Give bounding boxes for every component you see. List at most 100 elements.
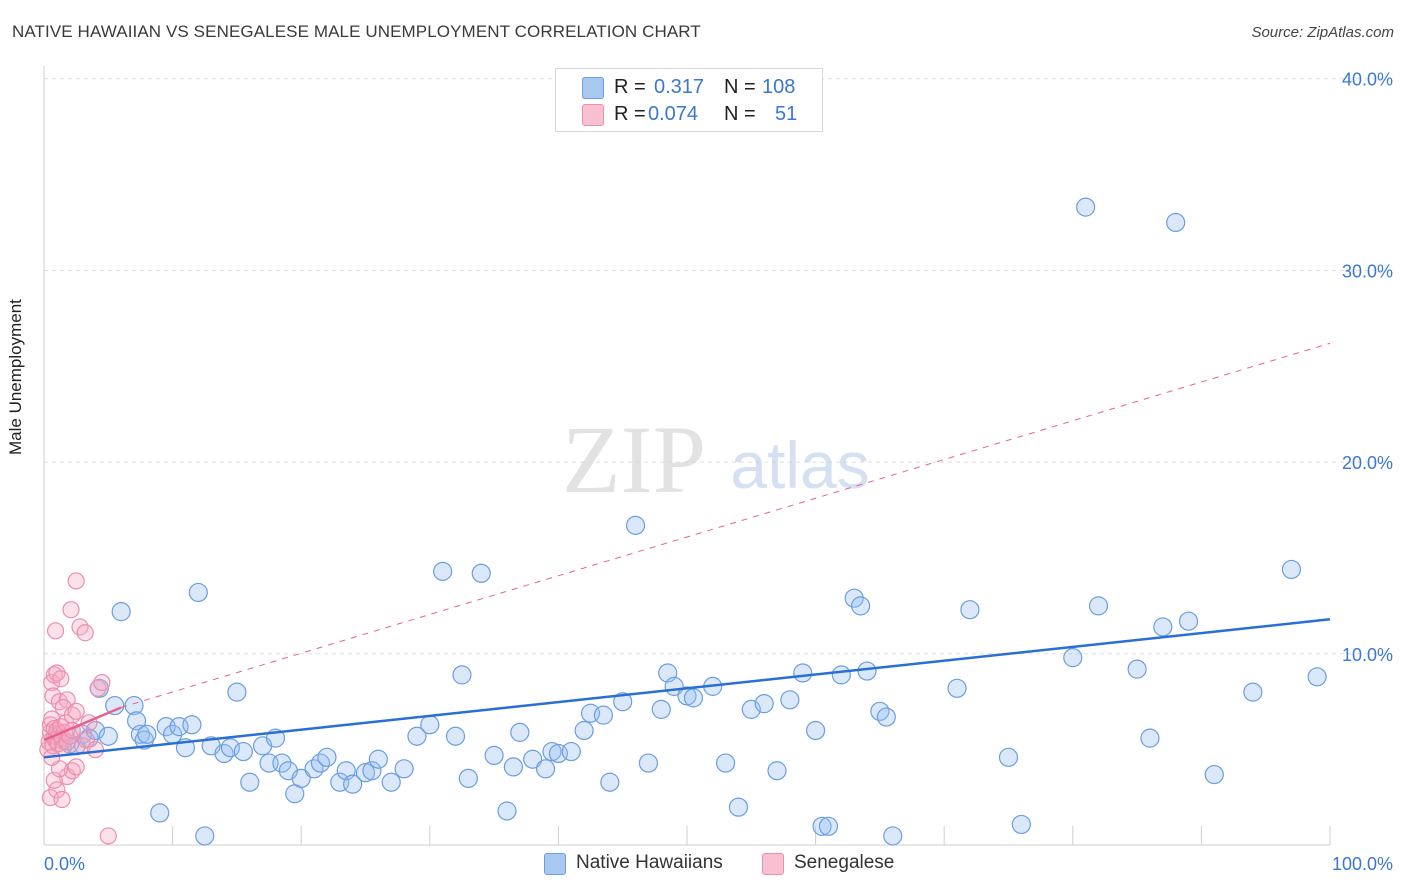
data-point-native-hawaiians — [272, 753, 292, 773]
data-point-native-hawaiians — [1063, 648, 1083, 668]
legend-item-senegalese[interactable]: Senegalese — [762, 850, 912, 876]
source-label: Source: ZipAtlas.com — [1251, 24, 1394, 41]
data-point-native-hawaiians — [407, 726, 427, 746]
data-point-native-hawaiians — [818, 816, 839, 836]
data-point-native-hawaiians — [317, 747, 337, 767]
stats-r-value: 0.074 — [648, 103, 699, 125]
data-point-senegalese — [62, 601, 80, 619]
stats-n-value: 108 — [762, 76, 796, 98]
data-point-native-hawaiians — [857, 661, 877, 681]
data-point-senegalese — [67, 758, 85, 776]
trendline-native-hawaiians — [43, 618, 1331, 759]
data-point-senegalese — [48, 781, 66, 799]
data-point-senegalese — [93, 673, 111, 692]
data-point-senegalese — [53, 790, 71, 809]
chart-title: NATIVE HAWAIIAN VS SENEGALESE MALE UNEMP… — [12, 22, 701, 41]
data-point-native-hawaiians — [105, 695, 125, 716]
y-tick-label: 30.0% — [1342, 261, 1393, 281]
data-point-native-hawaiians — [805, 720, 826, 741]
data-point-native-hawaiians — [844, 588, 864, 608]
data-point-native-hawaiians — [715, 753, 736, 773]
data-point-native-hawaiians — [728, 797, 749, 817]
data-point-native-hawaiians — [220, 738, 241, 758]
legend-label: Senegalese — [794, 852, 895, 873]
data-point-native-hawaiians — [124, 695, 144, 716]
data-point-native-hawaiians — [1204, 764, 1224, 785]
data-point-native-hawaiians — [484, 745, 504, 766]
stats-r-value: 0.317 — [654, 76, 705, 98]
data-point-native-hawaiians — [1166, 212, 1186, 233]
data-point-native-hawaiians — [1281, 559, 1302, 580]
data-point-native-hawaiians — [195, 826, 215, 846]
y-tick-label: 20.0% — [1342, 453, 1393, 473]
data-point-native-hawaiians — [233, 741, 253, 762]
data-point-native-hawaiians — [683, 688, 704, 708]
axis-layer — [43, 66, 1331, 846]
data-point-native-hawaiians — [574, 720, 594, 741]
data-point-native-hawaiians — [638, 753, 659, 773]
data-point-native-hawaiians — [876, 707, 896, 727]
watermark-zip: ZIP — [562, 406, 706, 513]
data-point-native-hawaiians — [503, 757, 523, 777]
y-axis-label: Male Unemployment — [6, 299, 25, 455]
data-point-native-hawaiians — [812, 816, 832, 836]
data-point-native-hawaiians — [780, 690, 800, 710]
points-layer — [39, 197, 1327, 846]
data-point-native-hawaiians — [452, 665, 472, 685]
stats-swatch-pink — [582, 104, 604, 126]
data-point-native-hawaiians — [1076, 197, 1096, 217]
trend-layer — [43, 342, 1331, 759]
stats-n-label: N = — [724, 76, 756, 98]
data-point-native-hawaiians — [227, 682, 247, 702]
data-point-native-hawaiians — [998, 747, 1019, 767]
stats-box: R = 0.317 N = 108 R = 0.074 N = 51 — [555, 68, 823, 132]
data-point-native-hawaiians — [947, 678, 967, 698]
data-point-native-hawaiians — [137, 724, 157, 744]
data-point-native-hawaiians — [1088, 596, 1109, 616]
data-point-native-hawaiians — [291, 768, 311, 789]
y-tick-label: 40.0% — [1342, 70, 1393, 90]
data-point-native-hawaiians — [593, 705, 614, 725]
watermark: ZIP atlas — [562, 406, 870, 513]
legend-swatch-pink — [762, 853, 784, 875]
data-point-senegalese — [76, 624, 94, 642]
data-point-senegalese — [44, 687, 62, 705]
stats-n-label: N = — [724, 103, 756, 125]
data-point-native-hawaiians — [433, 561, 453, 581]
trendline-senegalese-extended — [121, 342, 1331, 708]
labels-layer: 10.0% 20.0% 30.0% 40.0% 0.0% 100.0% — [44, 70, 1393, 874]
legend-item-native-hawaiians[interactable]: Native Hawaiians — [544, 850, 744, 876]
data-point-native-hawaiians — [240, 772, 260, 792]
data-point-native-hawaiians — [1127, 659, 1147, 679]
x-tick-label-right: 100.0% — [1332, 854, 1393, 874]
stats-r-label: R = — [614, 103, 646, 125]
data-point-native-hawaiians — [188, 582, 208, 603]
data-point-native-hawaiians — [561, 741, 581, 762]
stats-r-label: R = — [614, 76, 646, 98]
data-point-native-hawaiians — [851, 596, 871, 616]
y-tick-label: 10.0% — [1342, 645, 1393, 665]
data-point-native-hawaiians — [1153, 617, 1173, 637]
data-point-native-hawaiians — [510, 722, 530, 742]
data-point-native-hawaiians — [381, 772, 401, 792]
data-point-native-hawaiians — [767, 761, 787, 781]
data-point-senegalese — [67, 702, 85, 720]
data-point-native-hawaiians — [343, 774, 363, 794]
x-tick-label-left: 0.0% — [44, 854, 85, 874]
data-point-native-hawaiians — [150, 803, 170, 823]
stats-swatch-blue — [582, 77, 604, 99]
data-point-native-hawaiians — [497, 801, 517, 821]
data-point-native-hawaiians — [1178, 611, 1199, 631]
stats-row-senegalese: R = 0.074 N = 51 — [556, 102, 822, 126]
data-point-native-hawaiians — [535, 759, 556, 779]
stats-n-value: 51 — [775, 103, 798, 125]
data-point-native-hawaiians — [523, 749, 543, 769]
data-point-native-hawaiians — [420, 715, 440, 735]
data-point-native-hawaiians — [613, 692, 633, 712]
data-point-native-hawaiians — [111, 602, 131, 622]
data-point-native-hawaiians — [1140, 728, 1160, 748]
data-point-native-hawaiians — [651, 699, 671, 719]
data-point-native-hawaiians — [458, 768, 478, 789]
legend-swatch-blue — [544, 853, 566, 875]
